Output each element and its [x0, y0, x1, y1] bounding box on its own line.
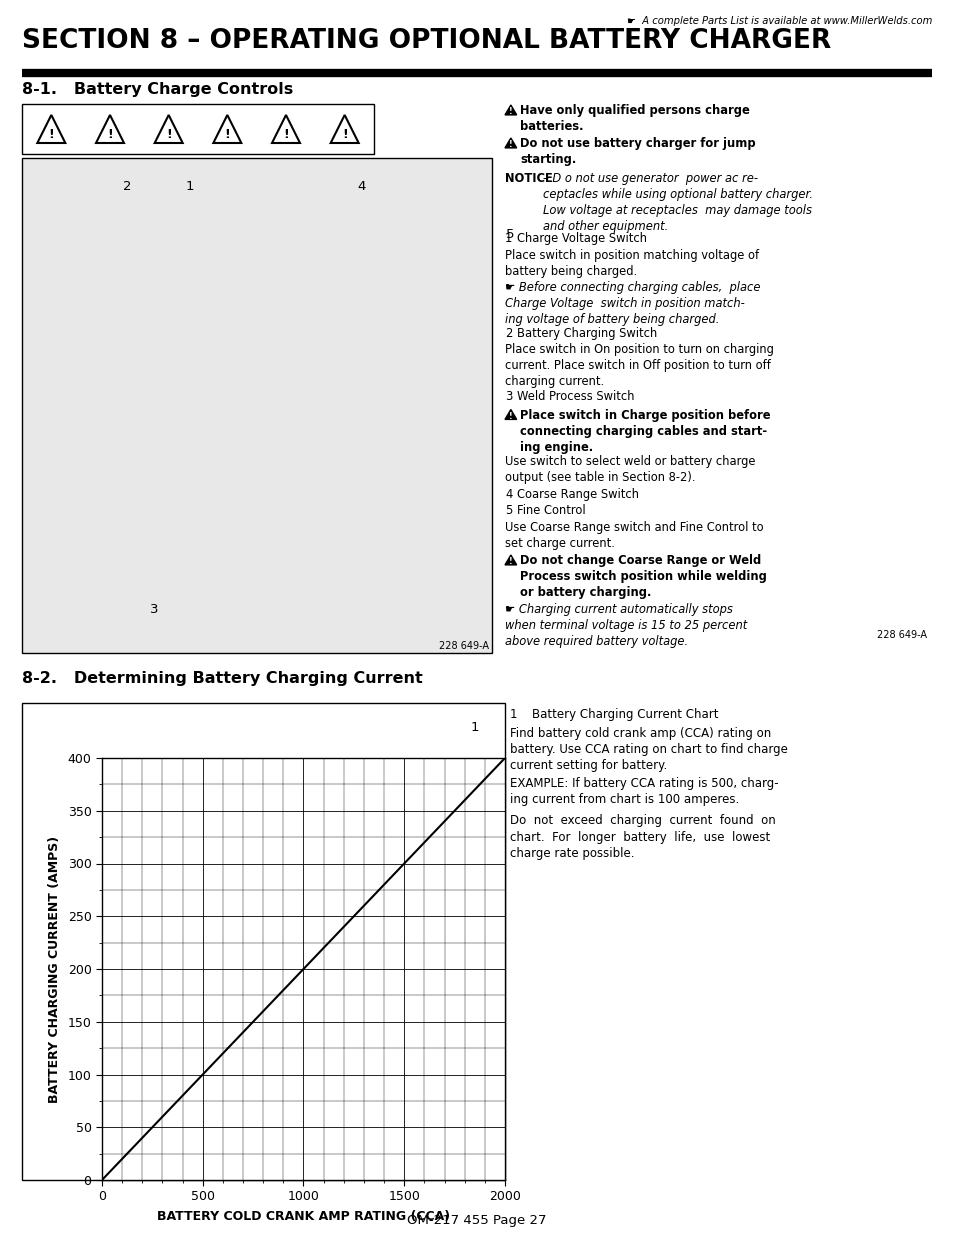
Text: 4: 4	[357, 180, 366, 193]
Text: ☛ Before connecting charging cables,  place
Charge Voltage  switch in position m: ☛ Before connecting charging cables, pla…	[504, 280, 760, 326]
X-axis label: BATTERY COLD CRANK AMP RATING (CCA): BATTERY COLD CRANK AMP RATING (CCA)	[157, 1210, 450, 1224]
Text: !: !	[509, 557, 512, 567]
Text: Charge Voltage Switch: Charge Voltage Switch	[517, 232, 646, 245]
Text: 8-2.   Determining Battery Charging Current: 8-2. Determining Battery Charging Curren…	[22, 671, 422, 685]
Text: 2: 2	[504, 327, 512, 340]
Text: Fine Control: Fine Control	[517, 505, 585, 517]
Text: Have only qualified persons charge
batteries.: Have only qualified persons charge batte…	[519, 104, 749, 133]
Text: Battery Charging Switch: Battery Charging Switch	[517, 327, 657, 340]
Text: 1: 1	[470, 721, 478, 734]
Text: 1: 1	[510, 708, 517, 721]
Text: Do  not  exceed  charging  current  found  on
chart.  For  longer  battery  life: Do not exceed charging current found on …	[510, 814, 775, 860]
Text: EXAMPLE: If battery CCA rating is 500, charg-
ing current from chart is 100 ampe: EXAMPLE: If battery CCA rating is 500, c…	[510, 777, 778, 806]
Text: 5: 5	[505, 228, 514, 241]
Text: Place switch in position matching voltage of
battery being charged.: Place switch in position matching voltag…	[504, 248, 759, 278]
Polygon shape	[504, 410, 517, 420]
Text: !: !	[509, 411, 512, 421]
Text: !: !	[166, 128, 172, 142]
Text: 8-1.   Battery Charge Controls: 8-1. Battery Charge Controls	[22, 82, 293, 98]
Text: Place switch in Charge position before
connecting charging cables and start-
ing: Place switch in Charge position before c…	[519, 409, 770, 453]
Text: !: !	[509, 107, 512, 116]
Text: !: !	[341, 128, 347, 142]
Bar	[22, 703, 504, 1179]
Text: Coarse Range Switch: Coarse Range Switch	[517, 488, 639, 501]
Text: !: !	[49, 128, 54, 142]
Y-axis label: BATTERY CHARGING CURRENT (AMPS): BATTERY CHARGING CURRENT (AMPS)	[48, 835, 61, 1103]
Text: Use switch to select weld or battery charge
output (see table in Section 8-2).: Use switch to select weld or battery cha…	[504, 454, 755, 484]
Text: 228 649-A: 228 649-A	[876, 630, 926, 640]
Text: 3: 3	[150, 603, 158, 616]
Text: NOTICE: NOTICE	[504, 172, 552, 185]
Text: Weld Process Switch: Weld Process Switch	[517, 390, 634, 403]
Text: – D o not use generator  power ac re-
ceptacles while using optional battery cha: – D o not use generator power ac re- cep…	[542, 172, 812, 233]
Polygon shape	[504, 138, 517, 148]
Polygon shape	[504, 105, 517, 115]
Polygon shape	[504, 555, 517, 564]
Text: !: !	[107, 128, 112, 142]
Text: OM-217 455 Page 27: OM-217 455 Page 27	[407, 1214, 546, 1228]
Text: Do not change Coarse Range or Weld
Process switch position while welding
or batt: Do not change Coarse Range or Weld Proce…	[519, 555, 766, 599]
Text: !: !	[509, 141, 512, 149]
Bar	[22, 158, 492, 653]
Text: 1: 1	[186, 180, 194, 193]
Text: Use Coarse Range switch and Fine Control to
set charge current.: Use Coarse Range switch and Fine Control…	[504, 521, 762, 550]
Text: 5: 5	[504, 505, 512, 517]
Text: 2: 2	[123, 180, 132, 193]
Text: Do not use battery charger for jump
starting.: Do not use battery charger for jump star…	[519, 137, 755, 165]
Text: Battery Charging Current Chart: Battery Charging Current Chart	[532, 708, 718, 721]
Text: Place switch in On position to turn on charging
current. Place switch in Off pos: Place switch in On position to turn on c…	[504, 343, 773, 389]
Text: SECTION 8 – OPERATING OPTIONAL BATTERY CHARGER: SECTION 8 – OPERATING OPTIONAL BATTERY C…	[22, 28, 830, 54]
Bar	[22, 104, 374, 154]
Text: !: !	[224, 128, 230, 142]
Text: !: !	[283, 128, 289, 142]
Text: ☛ Charging current automatically stops
when terminal voltage is 15 to 25 percent: ☛ Charging current automatically stops w…	[504, 603, 746, 647]
Text: ☛  A complete Parts List is available at www.MillerWelds.com: ☛ A complete Parts List is available at …	[626, 16, 931, 26]
Text: 1: 1	[504, 232, 512, 245]
Text: 228 649-A: 228 649-A	[438, 641, 489, 651]
Text: Find battery cold crank amp (CCA) rating on
battery. Use CCA rating on chart to : Find battery cold crank amp (CCA) rating…	[510, 726, 787, 773]
Text: 4: 4	[504, 488, 512, 501]
Text: 142 975-B: 142 975-B	[450, 1167, 503, 1177]
Text: 3: 3	[504, 390, 512, 403]
